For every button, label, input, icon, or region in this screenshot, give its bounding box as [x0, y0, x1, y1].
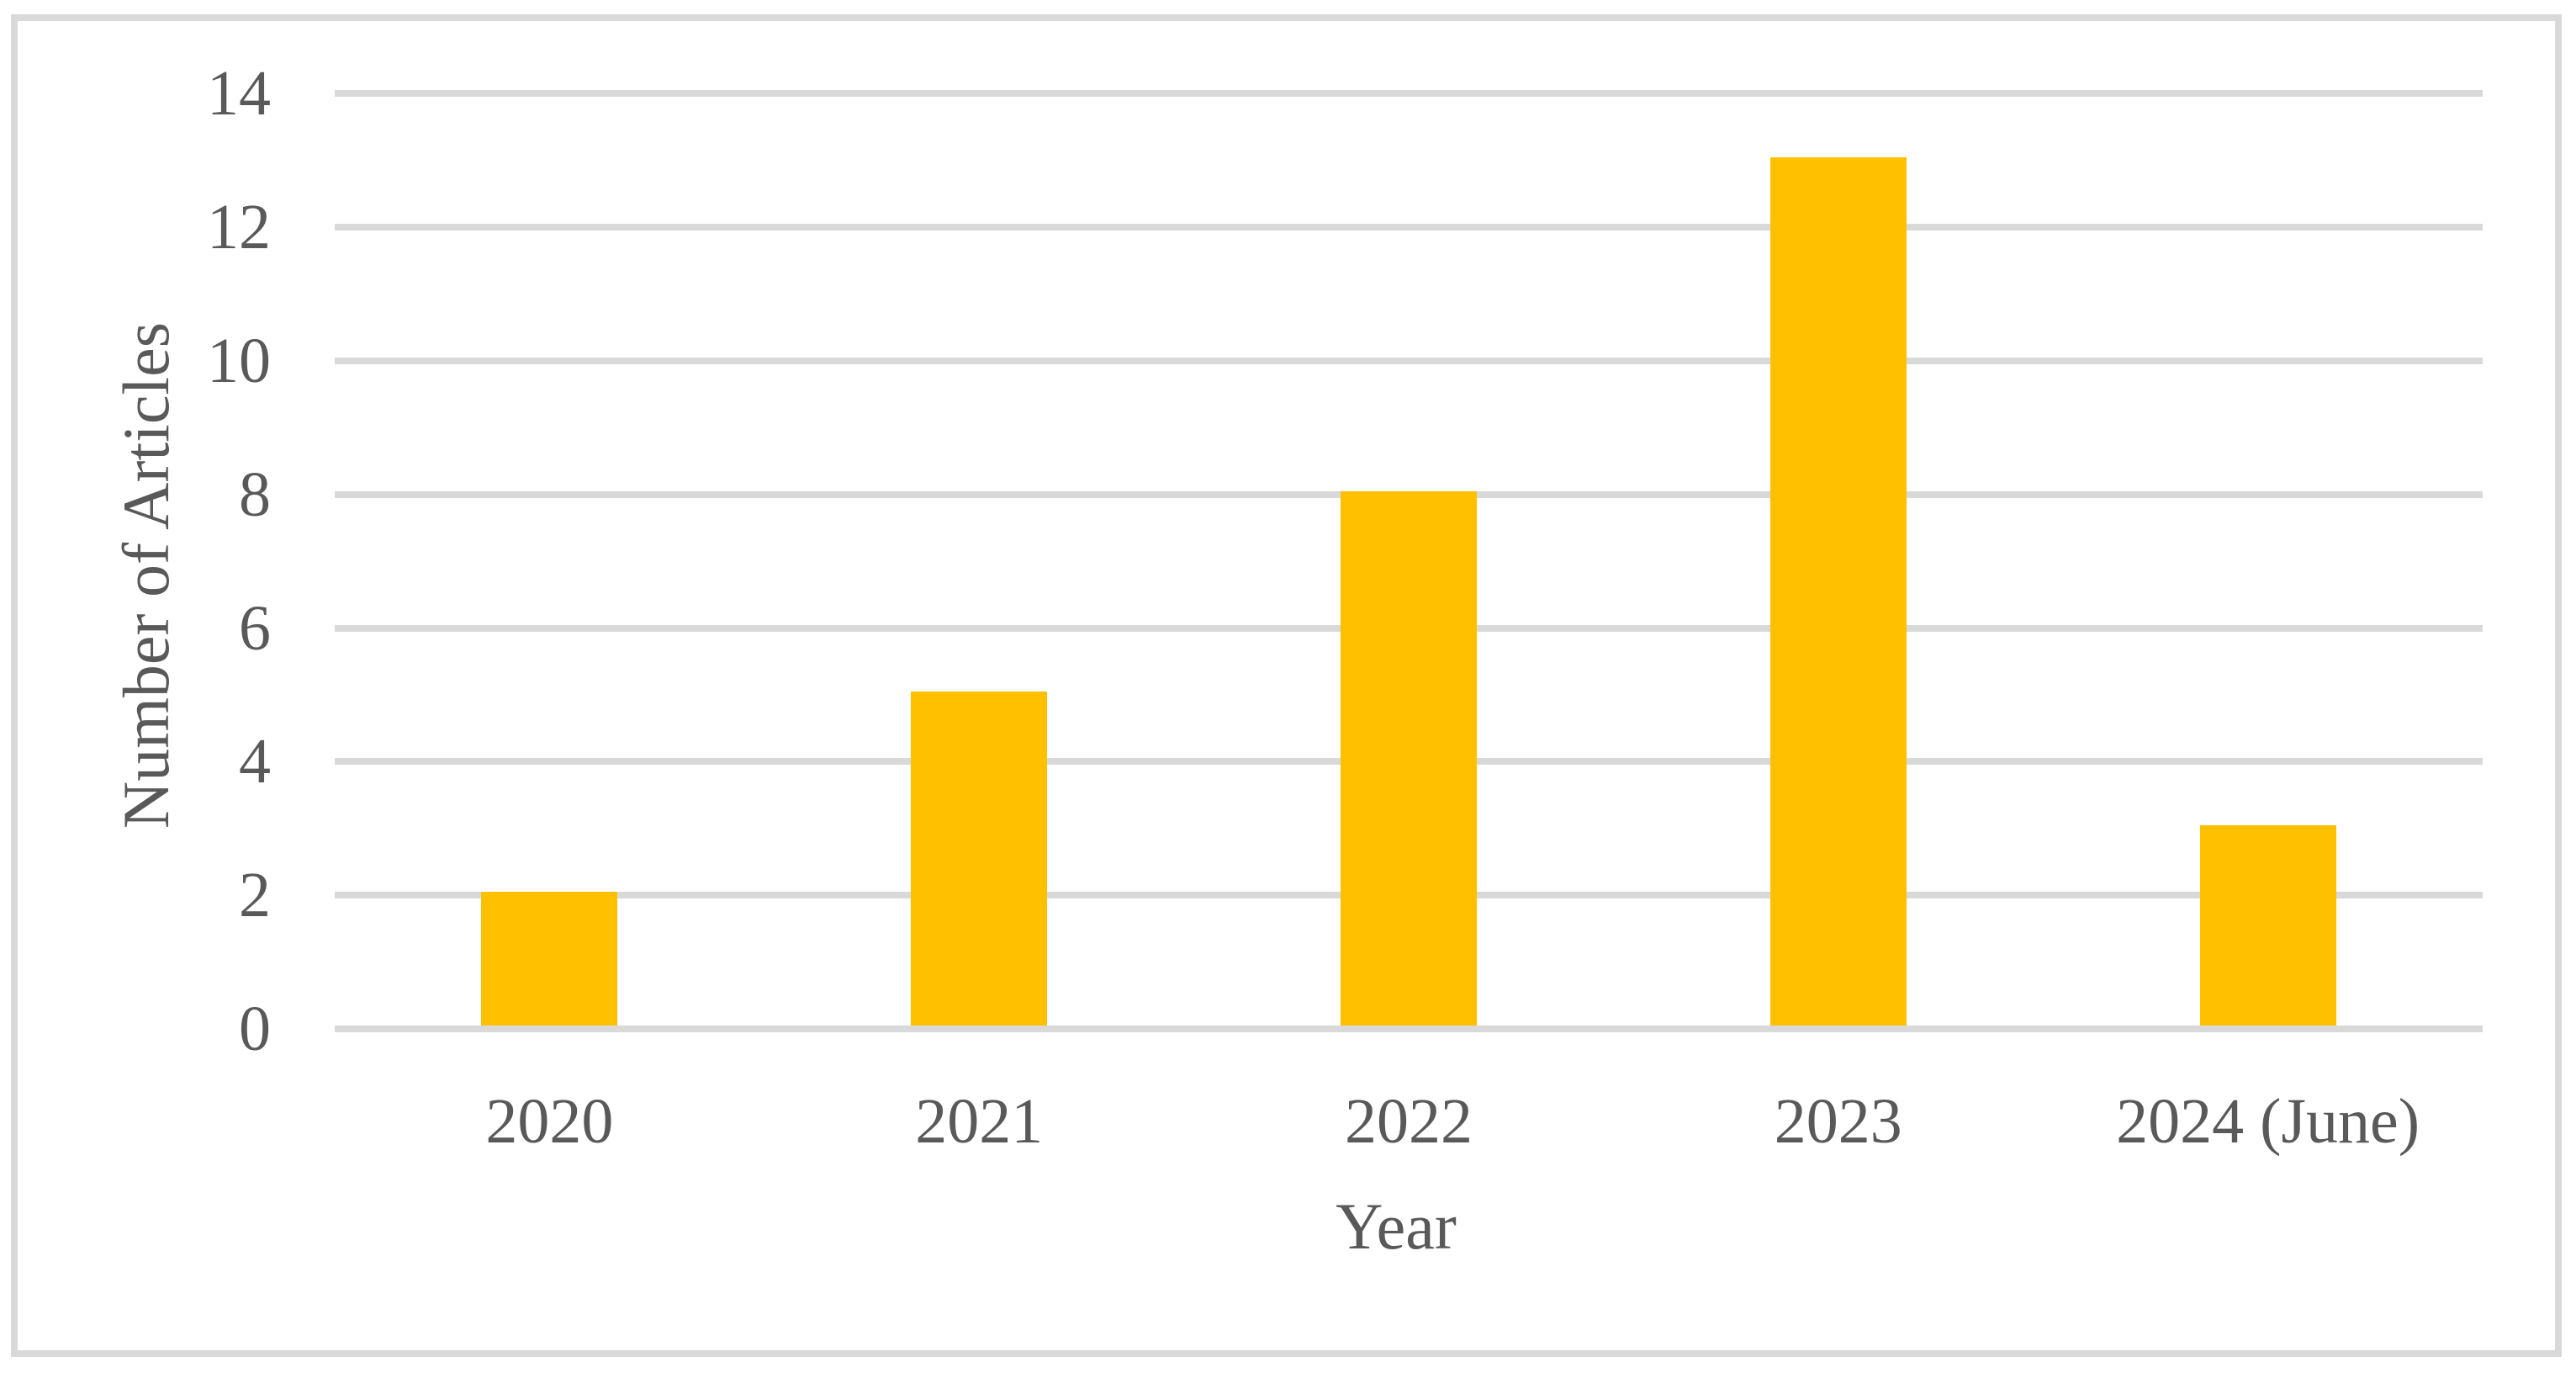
x-tick-label-2024-june: 2024 (June): [2116, 1086, 2420, 1157]
bar-2024-june: [2199, 824, 2336, 1026]
x-axis-title: Year: [1336, 1190, 1457, 1263]
gridline-14: [335, 90, 2483, 98]
bar-2021: [911, 692, 1048, 1026]
y-tick-label-8: 8: [239, 458, 271, 530]
x-tick-label-2021: 2021: [915, 1086, 1044, 1157]
y-tick-label-0: 0: [239, 994, 271, 1064]
y-tick-label-14: 14: [207, 58, 271, 130]
gridline-0: [335, 1026, 2483, 1032]
gridline-12: [335, 224, 2483, 231]
y-tick-label-6: 6: [239, 592, 271, 664]
y-tick-label-12: 12: [207, 192, 271, 263]
bar-2023: [1769, 156, 1907, 1026]
y-axis-title: Number of Articles: [109, 321, 182, 829]
y-tick-label-4: 4: [239, 726, 271, 798]
chart-frame: [11, 14, 2562, 1357]
bar-2022: [1341, 490, 1477, 1026]
x-tick-label-2022: 2022: [1345, 1086, 1473, 1157]
x-tick-label-2023: 2023: [1774, 1086, 1902, 1157]
x-tick-label-2020: 2020: [485, 1086, 614, 1157]
y-tick-label-2: 2: [239, 860, 271, 931]
gridline-10: [335, 358, 2483, 364]
bar-2020: [481, 892, 618, 1026]
y-tick-label-10: 10: [207, 326, 271, 396]
